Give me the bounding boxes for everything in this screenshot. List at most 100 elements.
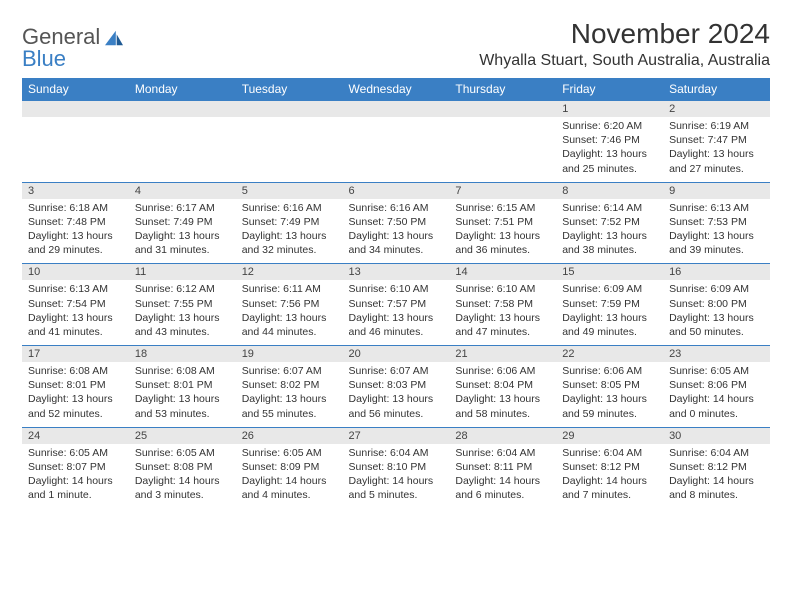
day-content-cell: Sunrise: 6:17 AMSunset: 7:49 PMDaylight:… xyxy=(129,199,236,264)
daylight-text: Daylight: 14 hours and 7 minutes. xyxy=(562,474,657,502)
daylight-text: Daylight: 13 hours and 50 minutes. xyxy=(669,311,764,339)
day-content-cell: Sunrise: 6:20 AMSunset: 7:46 PMDaylight:… xyxy=(556,117,663,182)
day-number-cell: 14 xyxy=(449,264,556,281)
sunset-text: Sunset: 8:02 PM xyxy=(242,378,337,392)
daylight-text: Daylight: 14 hours and 6 minutes. xyxy=(455,474,550,502)
day-content-cell xyxy=(236,117,343,182)
day-content-cell: Sunrise: 6:16 AMSunset: 7:50 PMDaylight:… xyxy=(343,199,450,264)
sunrise-text: Sunrise: 6:07 AM xyxy=(242,364,337,378)
day-number-cell: 5 xyxy=(236,182,343,199)
sunrise-text: Sunrise: 6:06 AM xyxy=(562,364,657,378)
day-number-cell: 9 xyxy=(663,182,770,199)
day-number-cell: 29 xyxy=(556,427,663,444)
daylight-text: Daylight: 14 hours and 8 minutes. xyxy=(669,474,764,502)
sunset-text: Sunset: 7:57 PM xyxy=(349,297,444,311)
sunset-text: Sunset: 7:46 PM xyxy=(562,133,657,147)
day-content-cell: Sunrise: 6:04 AMSunset: 8:12 PMDaylight:… xyxy=(556,444,663,509)
sunset-text: Sunset: 7:56 PM xyxy=(242,297,337,311)
day-number-cell: 3 xyxy=(22,182,129,199)
sunrise-text: Sunrise: 6:05 AM xyxy=(669,364,764,378)
weekday-header: Saturday xyxy=(663,78,770,101)
day-content-cell: Sunrise: 6:14 AMSunset: 7:52 PMDaylight:… xyxy=(556,199,663,264)
sunrise-text: Sunrise: 6:20 AM xyxy=(562,119,657,133)
sunset-text: Sunset: 7:49 PM xyxy=(242,215,337,229)
daylight-text: Daylight: 13 hours and 29 minutes. xyxy=(28,229,123,257)
daylight-text: Daylight: 13 hours and 55 minutes. xyxy=(242,392,337,420)
calendar-body: 12 Sunrise: 6:20 AMSunset: 7:46 PMDaylig… xyxy=(22,101,770,509)
day-content-cell: Sunrise: 6:13 AMSunset: 7:54 PMDaylight:… xyxy=(22,280,129,345)
daynum-row: 3456789 xyxy=(22,182,770,199)
sunrise-text: Sunrise: 6:12 AM xyxy=(135,282,230,296)
day-number-cell: 24 xyxy=(22,427,129,444)
day-number-cell: 25 xyxy=(129,427,236,444)
day-number-cell xyxy=(449,101,556,118)
day-content-cell xyxy=(22,117,129,182)
daynum-row: 10111213141516 xyxy=(22,264,770,281)
daylight-text: Daylight: 14 hours and 1 minute. xyxy=(28,474,123,502)
day-number-cell: 18 xyxy=(129,346,236,363)
day-content-cell: Sunrise: 6:07 AMSunset: 8:03 PMDaylight:… xyxy=(343,362,450,427)
daylight-text: Daylight: 13 hours and 52 minutes. xyxy=(28,392,123,420)
sunrise-text: Sunrise: 6:09 AM xyxy=(669,282,764,296)
daylight-text: Daylight: 14 hours and 5 minutes. xyxy=(349,474,444,502)
day-number-cell: 7 xyxy=(449,182,556,199)
day-content-cell: Sunrise: 6:10 AMSunset: 7:57 PMDaylight:… xyxy=(343,280,450,345)
logo-text-blue: Blue xyxy=(22,46,66,71)
day-content-cell: Sunrise: 6:19 AMSunset: 7:47 PMDaylight:… xyxy=(663,117,770,182)
sunset-text: Sunset: 8:12 PM xyxy=(669,460,764,474)
sunset-text: Sunset: 8:06 PM xyxy=(669,378,764,392)
daylight-text: Daylight: 14 hours and 4 minutes. xyxy=(242,474,337,502)
sunrise-text: Sunrise: 6:15 AM xyxy=(455,201,550,215)
sunrise-text: Sunrise: 6:10 AM xyxy=(349,282,444,296)
day-content-cell: Sunrise: 6:08 AMSunset: 8:01 PMDaylight:… xyxy=(129,362,236,427)
day-content-cell: Sunrise: 6:04 AMSunset: 8:11 PMDaylight:… xyxy=(449,444,556,509)
daylight-text: Daylight: 13 hours and 38 minutes. xyxy=(562,229,657,257)
sunset-text: Sunset: 8:01 PM xyxy=(28,378,123,392)
sunrise-text: Sunrise: 6:16 AM xyxy=(349,201,444,215)
day-number-cell xyxy=(343,101,450,118)
daylight-text: Daylight: 13 hours and 56 minutes. xyxy=(349,392,444,420)
sunrise-text: Sunrise: 6:16 AM xyxy=(242,201,337,215)
day-number-cell: 6 xyxy=(343,182,450,199)
daylight-text: Daylight: 13 hours and 46 minutes. xyxy=(349,311,444,339)
day-number-cell: 22 xyxy=(556,346,663,363)
weekday-header: Friday xyxy=(556,78,663,101)
daynum-row: 24252627282930 xyxy=(22,427,770,444)
sunrise-text: Sunrise: 6:14 AM xyxy=(562,201,657,215)
day-number-cell: 20 xyxy=(343,346,450,363)
daylight-text: Daylight: 13 hours and 34 minutes. xyxy=(349,229,444,257)
daylight-text: Daylight: 13 hours and 41 minutes. xyxy=(28,311,123,339)
sunrise-text: Sunrise: 6:05 AM xyxy=(135,446,230,460)
day-content-cell: Sunrise: 6:05 AMSunset: 8:06 PMDaylight:… xyxy=(663,362,770,427)
sunset-text: Sunset: 8:12 PM xyxy=(562,460,657,474)
day-content-cell: Sunrise: 6:16 AMSunset: 7:49 PMDaylight:… xyxy=(236,199,343,264)
sunset-text: Sunset: 8:04 PM xyxy=(455,378,550,392)
sunset-text: Sunset: 8:03 PM xyxy=(349,378,444,392)
daylight-text: Daylight: 13 hours and 27 minutes. xyxy=(669,147,764,175)
day-content-cell: Sunrise: 6:04 AMSunset: 8:12 PMDaylight:… xyxy=(663,444,770,509)
sunrise-text: Sunrise: 6:06 AM xyxy=(455,364,550,378)
sunset-text: Sunset: 8:00 PM xyxy=(669,297,764,311)
sunrise-text: Sunrise: 6:04 AM xyxy=(669,446,764,460)
sunset-text: Sunset: 7:55 PM xyxy=(135,297,230,311)
daylight-text: Daylight: 13 hours and 25 minutes. xyxy=(562,147,657,175)
day-content-cell: Sunrise: 6:05 AMSunset: 8:09 PMDaylight:… xyxy=(236,444,343,509)
day-content-cell: Sunrise: 6:06 AMSunset: 8:04 PMDaylight:… xyxy=(449,362,556,427)
daylight-text: Daylight: 13 hours and 31 minutes. xyxy=(135,229,230,257)
sunset-text: Sunset: 7:51 PM xyxy=(455,215,550,229)
weekday-header: Sunday xyxy=(22,78,129,101)
sunrise-text: Sunrise: 6:04 AM xyxy=(562,446,657,460)
daylight-text: Daylight: 13 hours and 47 minutes. xyxy=(455,311,550,339)
sunset-text: Sunset: 8:10 PM xyxy=(349,460,444,474)
day-number-cell: 8 xyxy=(556,182,663,199)
day-number-cell xyxy=(129,101,236,118)
sunset-text: Sunset: 7:47 PM xyxy=(669,133,764,147)
daylight-text: Daylight: 13 hours and 53 minutes. xyxy=(135,392,230,420)
sunset-text: Sunset: 7:54 PM xyxy=(28,297,123,311)
day-content-row: Sunrise: 6:05 AMSunset: 8:07 PMDaylight:… xyxy=(22,444,770,509)
day-content-cell: Sunrise: 6:04 AMSunset: 8:10 PMDaylight:… xyxy=(343,444,450,509)
sunrise-text: Sunrise: 6:10 AM xyxy=(455,282,550,296)
sunset-text: Sunset: 7:48 PM xyxy=(28,215,123,229)
sunset-text: Sunset: 7:53 PM xyxy=(669,215,764,229)
sunrise-text: Sunrise: 6:05 AM xyxy=(242,446,337,460)
